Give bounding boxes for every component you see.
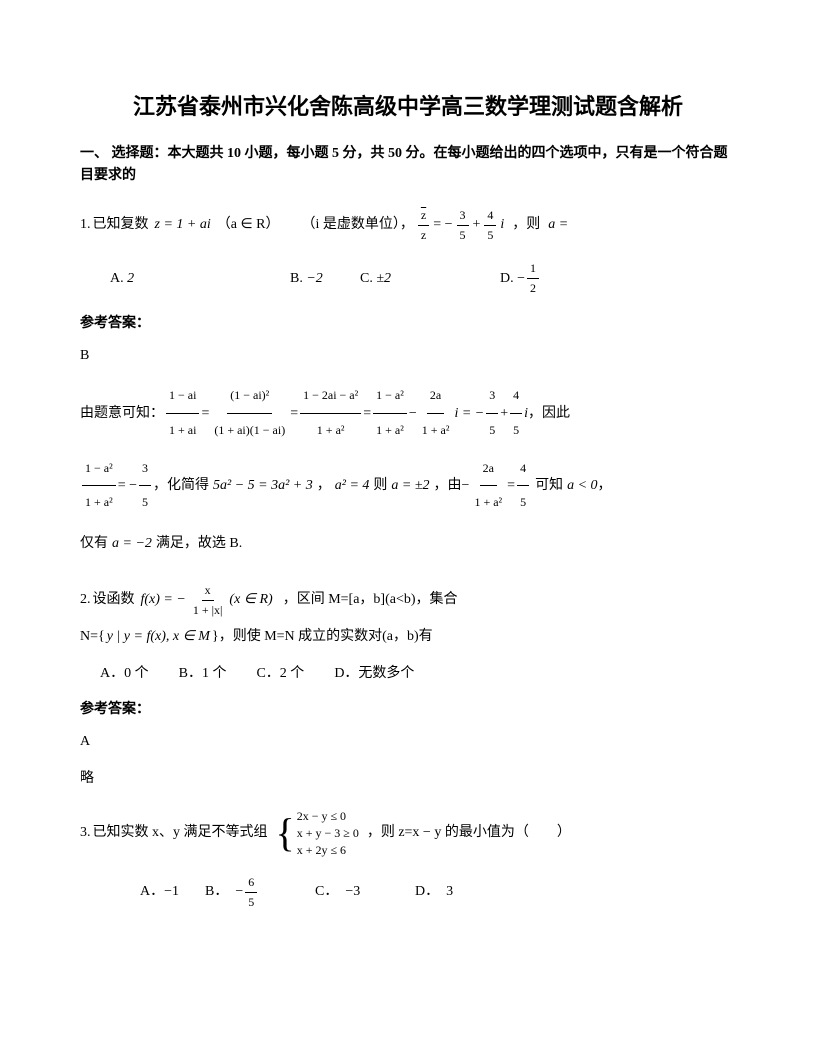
q1-opt-b: B. −2 [290,259,360,298]
sol-t6: ，由 [434,466,462,505]
eq: = − [433,214,452,236]
sol-f3b: 5a² − 5 = 3a² + 3 [213,466,313,505]
q1-text2: （i 是虚数单位）， [301,214,413,236]
sol-f4: 1 − a² 1 + a² [373,379,407,447]
q2-answer-label: 参考答案： [80,699,736,721]
fx-frac: x 1 + |x| [190,581,226,620]
q1-solution: 由题意可知： 1 − ai 1 + ai = (1 − ai)² (1 + ai… [80,379,736,563]
q2-answer: A [80,731,736,753]
q2-opt-b: B．1 个 [179,663,227,685]
sol-t4: ， [317,466,331,505]
q1-answer: B [80,345,736,367]
q3-num: 3. [80,822,91,844]
i: i [500,214,504,236]
sol-t7: 可知 [535,466,563,505]
q2-brief: 略 [80,768,736,790]
q2-options: A．0 个 B．1 个 C．2 个 D．无数多个 [80,663,736,685]
sol-f7: 2a 1 + a² [471,452,505,520]
q1-text1: 已知复数 [93,214,149,236]
q2-text1: 设函数 [93,589,135,611]
q1-answer-label: 参考答案： [80,313,736,335]
q1-text3: ，则 [512,214,540,236]
section-header: 一、 选择题：本大题共 10 小题，每小题 5 分，共 50 分。在每小题给出的… [80,143,736,188]
zbar-over-z: z z [418,206,429,245]
q1-opt-d: D. − 1 2 [500,259,541,298]
sol-t5: 则 [373,466,387,505]
sol-f7b: a < 0 [567,466,597,505]
question-3: 3. 已知实数 x、y 满足不等式组 { 2x − y ≤ 0 x + y − … [80,808,736,858]
sol-f4b: a² = 4 [335,466,370,505]
sol-t1: 由题意可知： [80,394,164,433]
sol-t10: 满足，故选 B. [156,524,242,563]
q2-set: y | y = f(x), x ∈ M [107,626,210,648]
q2-text2: ，区间 M=[a，b](a<b)，集合 [283,589,458,611]
q3-constraints: { 2x − y ≤ 0 x + y − 3 ≥ 0 x + 2y ≤ 6 [276,808,359,858]
q2-text4: }，则使 M=N 成立的实数对(a，b)有 [212,626,433,648]
q3-text1: 已知实数 x、y 满足不等式组 [93,822,268,844]
sol-f3: 1 − 2ai − a² 1 + a² [300,379,361,447]
sol-f5b: a = ±2 [391,466,429,505]
q2-opt-c: C．2 个 [256,663,304,685]
q1-opt-a: A. 2 [110,259,290,298]
q2-text3: N={ [80,626,105,648]
question-1: 1. 已知复数 z = 1 + ai （a ∈ R） （i 是虚数单位）， z … [80,206,736,245]
q1-opt-c: C. ±2 [360,259,500,298]
frac-3-5: 3 5 [457,206,469,245]
q3-opt-d: D． 3 [415,873,453,912]
sol-t3: ，化简得 [153,466,209,505]
q3-opt-c: C． −3 [315,873,415,912]
fx-prefix: f(x) = − [141,589,186,611]
sol-f6: 1 − a² 1 + a² [82,452,116,520]
fx-suffix: (x ∈ R) [229,589,272,611]
q3-opt-b: B． − 6 5 [205,873,315,912]
q3-opt-a: A．−1 [140,873,205,912]
q1-num: 1. [80,214,91,236]
sol-f5: 2a 1 + a² [419,379,453,447]
brace-icon: { [276,815,295,851]
q2-num: 2. [80,589,91,611]
q3-options: A．−1 B． − 6 5 C． −3 D． 3 [80,873,736,912]
sol-f9: a = −2 [112,524,152,563]
q3-text2: ，则 z=x − y 的最小值为（ ） [367,822,571,844]
sol-f1: 1 − ai 1 + ai [166,379,199,447]
q1-options: A. 2 B. −2 C. ±2 D. − 1 2 [80,259,736,298]
sol-t2: ，因此 [528,394,570,433]
q2-opt-d: D．无数多个 [334,663,414,685]
q1-formula1: z = 1 + ai [155,214,211,236]
sol-t9: 仅有 [80,524,108,563]
frac-4-5: 4 5 [484,206,496,245]
q1-formula1b: （a ∈ R） [217,214,280,236]
sol-t8: ， [598,466,612,505]
plus: + [473,214,481,236]
q2-opt-a: A．0 个 [100,663,149,685]
page-title: 江苏省泰州市兴化舍陈高级中学高三数学理测试题含解析 [80,90,736,123]
sol-f2: (1 − ai)² (1 + ai)(1 − ai) [211,379,288,447]
question-2: 2. 设函数 f(x) = − x 1 + |x| (x ∈ R) ，区间 M=… [80,581,736,649]
q1-text4: a = [548,214,568,236]
